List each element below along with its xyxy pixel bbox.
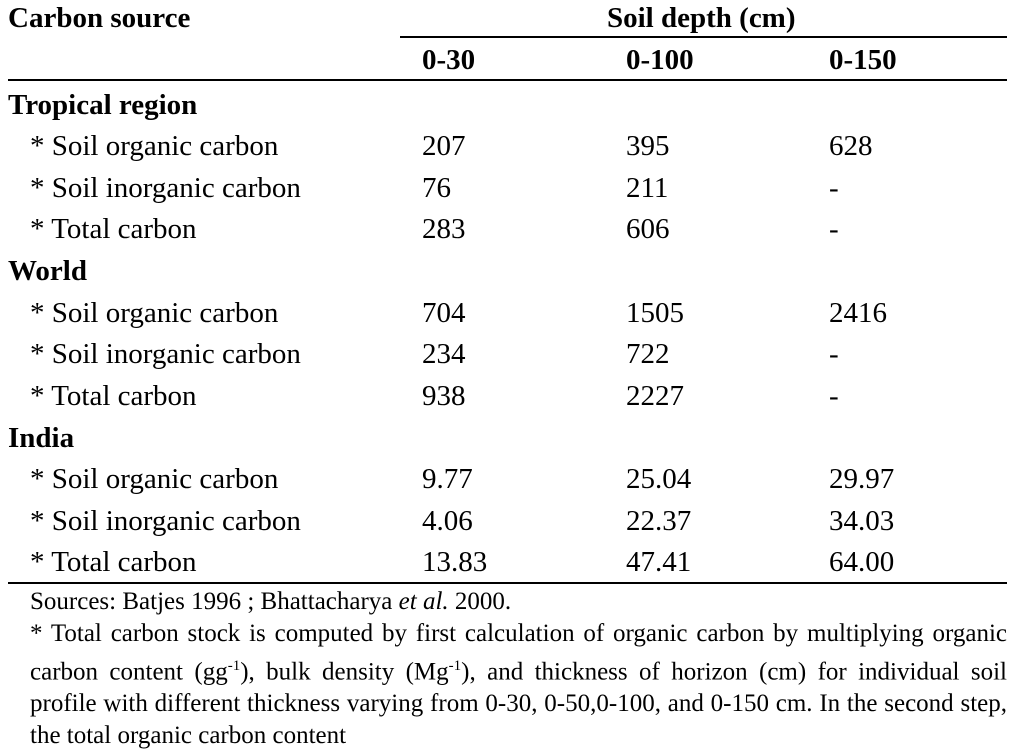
row-label: * Soil organic carbon [30,463,279,495]
footnote-sup1: -1 [227,658,241,674]
row-label: * Soil inorganic carbon [30,172,301,204]
table-cell: 211 [626,172,669,204]
table-cell: 234 [422,338,466,370]
column-header: 0-30 [422,44,476,76]
table-cell: 606 [626,213,670,245]
table-cell: 628 [829,130,873,162]
table-cell: 76 [422,172,451,204]
sources-suffix: 2000. [448,588,512,615]
header-rule-depth [400,36,1007,38]
row-label: * Soil inorganic carbon [30,338,301,370]
table-cell: 4.06 [422,505,473,537]
section-title-world: World [8,255,87,287]
table-cell: 2227 [626,380,684,412]
table-cell: 22.37 [626,505,692,537]
row-label: * Soil inorganic carbon [30,505,301,537]
footnote: * Total carbon stock is computed by firs… [30,618,1007,752]
row-label: * Total carbon [30,546,197,578]
table-cell: 13.83 [422,546,488,578]
column-header: 0-100 [626,44,694,76]
table-cell: 1505 [626,297,684,329]
table-cell: 2416 [829,297,887,329]
footer-rule [8,582,1007,584]
table-cell: 722 [626,338,670,370]
sources-prefix: Sources: Batjes 1996 ; Bhattacharya [30,588,399,615]
table-cell: - [829,338,839,370]
column-header: 0-150 [829,44,897,76]
section-title-tropical: Tropical region [8,89,198,121]
table-cell: 704 [422,297,466,329]
sources-note: Sources: Batjes 1996 ; Bhattacharya et a… [30,586,1007,618]
table-cell: 34.03 [829,505,895,537]
section-title-india: India [8,422,75,454]
table-cell: - [829,172,839,204]
footnote-part2: ), bulk density (Mg [240,658,449,686]
table-cell: 938 [422,380,466,412]
sources-italic: et al. [398,588,449,615]
table-cell: - [829,213,839,245]
table-cell: 283 [422,213,466,245]
row-label: * Total carbon [30,213,197,245]
header-carbon-source: Carbon source [8,2,191,34]
table-cell: - [829,380,839,412]
table-cell: 395 [626,130,670,162]
table-cell: 9.77 [422,463,473,495]
table-cell: 29.97 [829,463,895,495]
table-cell: 64.00 [829,546,895,578]
row-label: * Total carbon [30,380,197,412]
header-soil-depth: Soil depth (cm) [607,2,796,34]
header-rule [8,79,1007,81]
footnote-sup2: -1 [448,658,462,674]
table-cell: 25.04 [626,463,692,495]
footnote-part1: * Total carbon stock is computed by firs… [30,620,1007,686]
table-cell: 207 [422,130,466,162]
table-cell: 47.41 [626,546,692,578]
row-label: * Soil organic carbon [30,297,279,329]
row-label: * Soil organic carbon [30,130,279,162]
